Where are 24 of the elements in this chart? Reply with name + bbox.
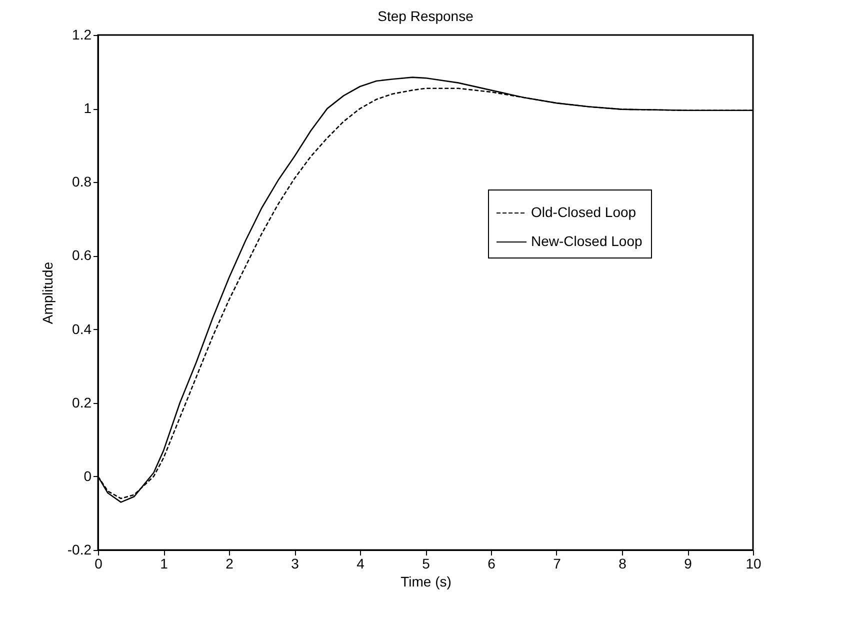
chart-title: Step Response	[378, 8, 474, 24]
legend-label: Old-Closed Loop	[531, 204, 636, 220]
y-tick-label: -0.2	[67, 542, 92, 558]
x-tick-label: 5	[422, 556, 430, 572]
x-tick-label: 10	[746, 556, 762, 572]
x-tick-label: 8	[618, 556, 627, 572]
y-tick-label: 0.4	[72, 320, 92, 337]
x-tick-label: 2	[226, 556, 234, 572]
y-tick-label: 0.2	[72, 394, 92, 410]
x-tick-label: 4	[356, 556, 365, 572]
x-axis-title: Time (s)	[400, 574, 452, 590]
x-tick-label: 0	[94, 556, 103, 572]
y-tick-label: 0.6	[72, 247, 92, 264]
legend-label: New-Closed Loop	[531, 233, 642, 249]
x-tick-label: 1	[160, 556, 168, 572]
y-tick-label: 0.8	[72, 174, 92, 190]
x-tick-label: 9	[684, 556, 692, 572]
x-tick-label: 6	[488, 556, 496, 572]
x-tick-label: 7	[553, 556, 562, 572]
y-tick-label: 1	[84, 100, 92, 116]
y-axis-title: Amplitude	[39, 262, 56, 324]
y-tick-label: 1.2	[72, 26, 92, 42]
y-tick-label: 0	[84, 468, 92, 484]
x-tick-label: 3	[291, 556, 300, 572]
